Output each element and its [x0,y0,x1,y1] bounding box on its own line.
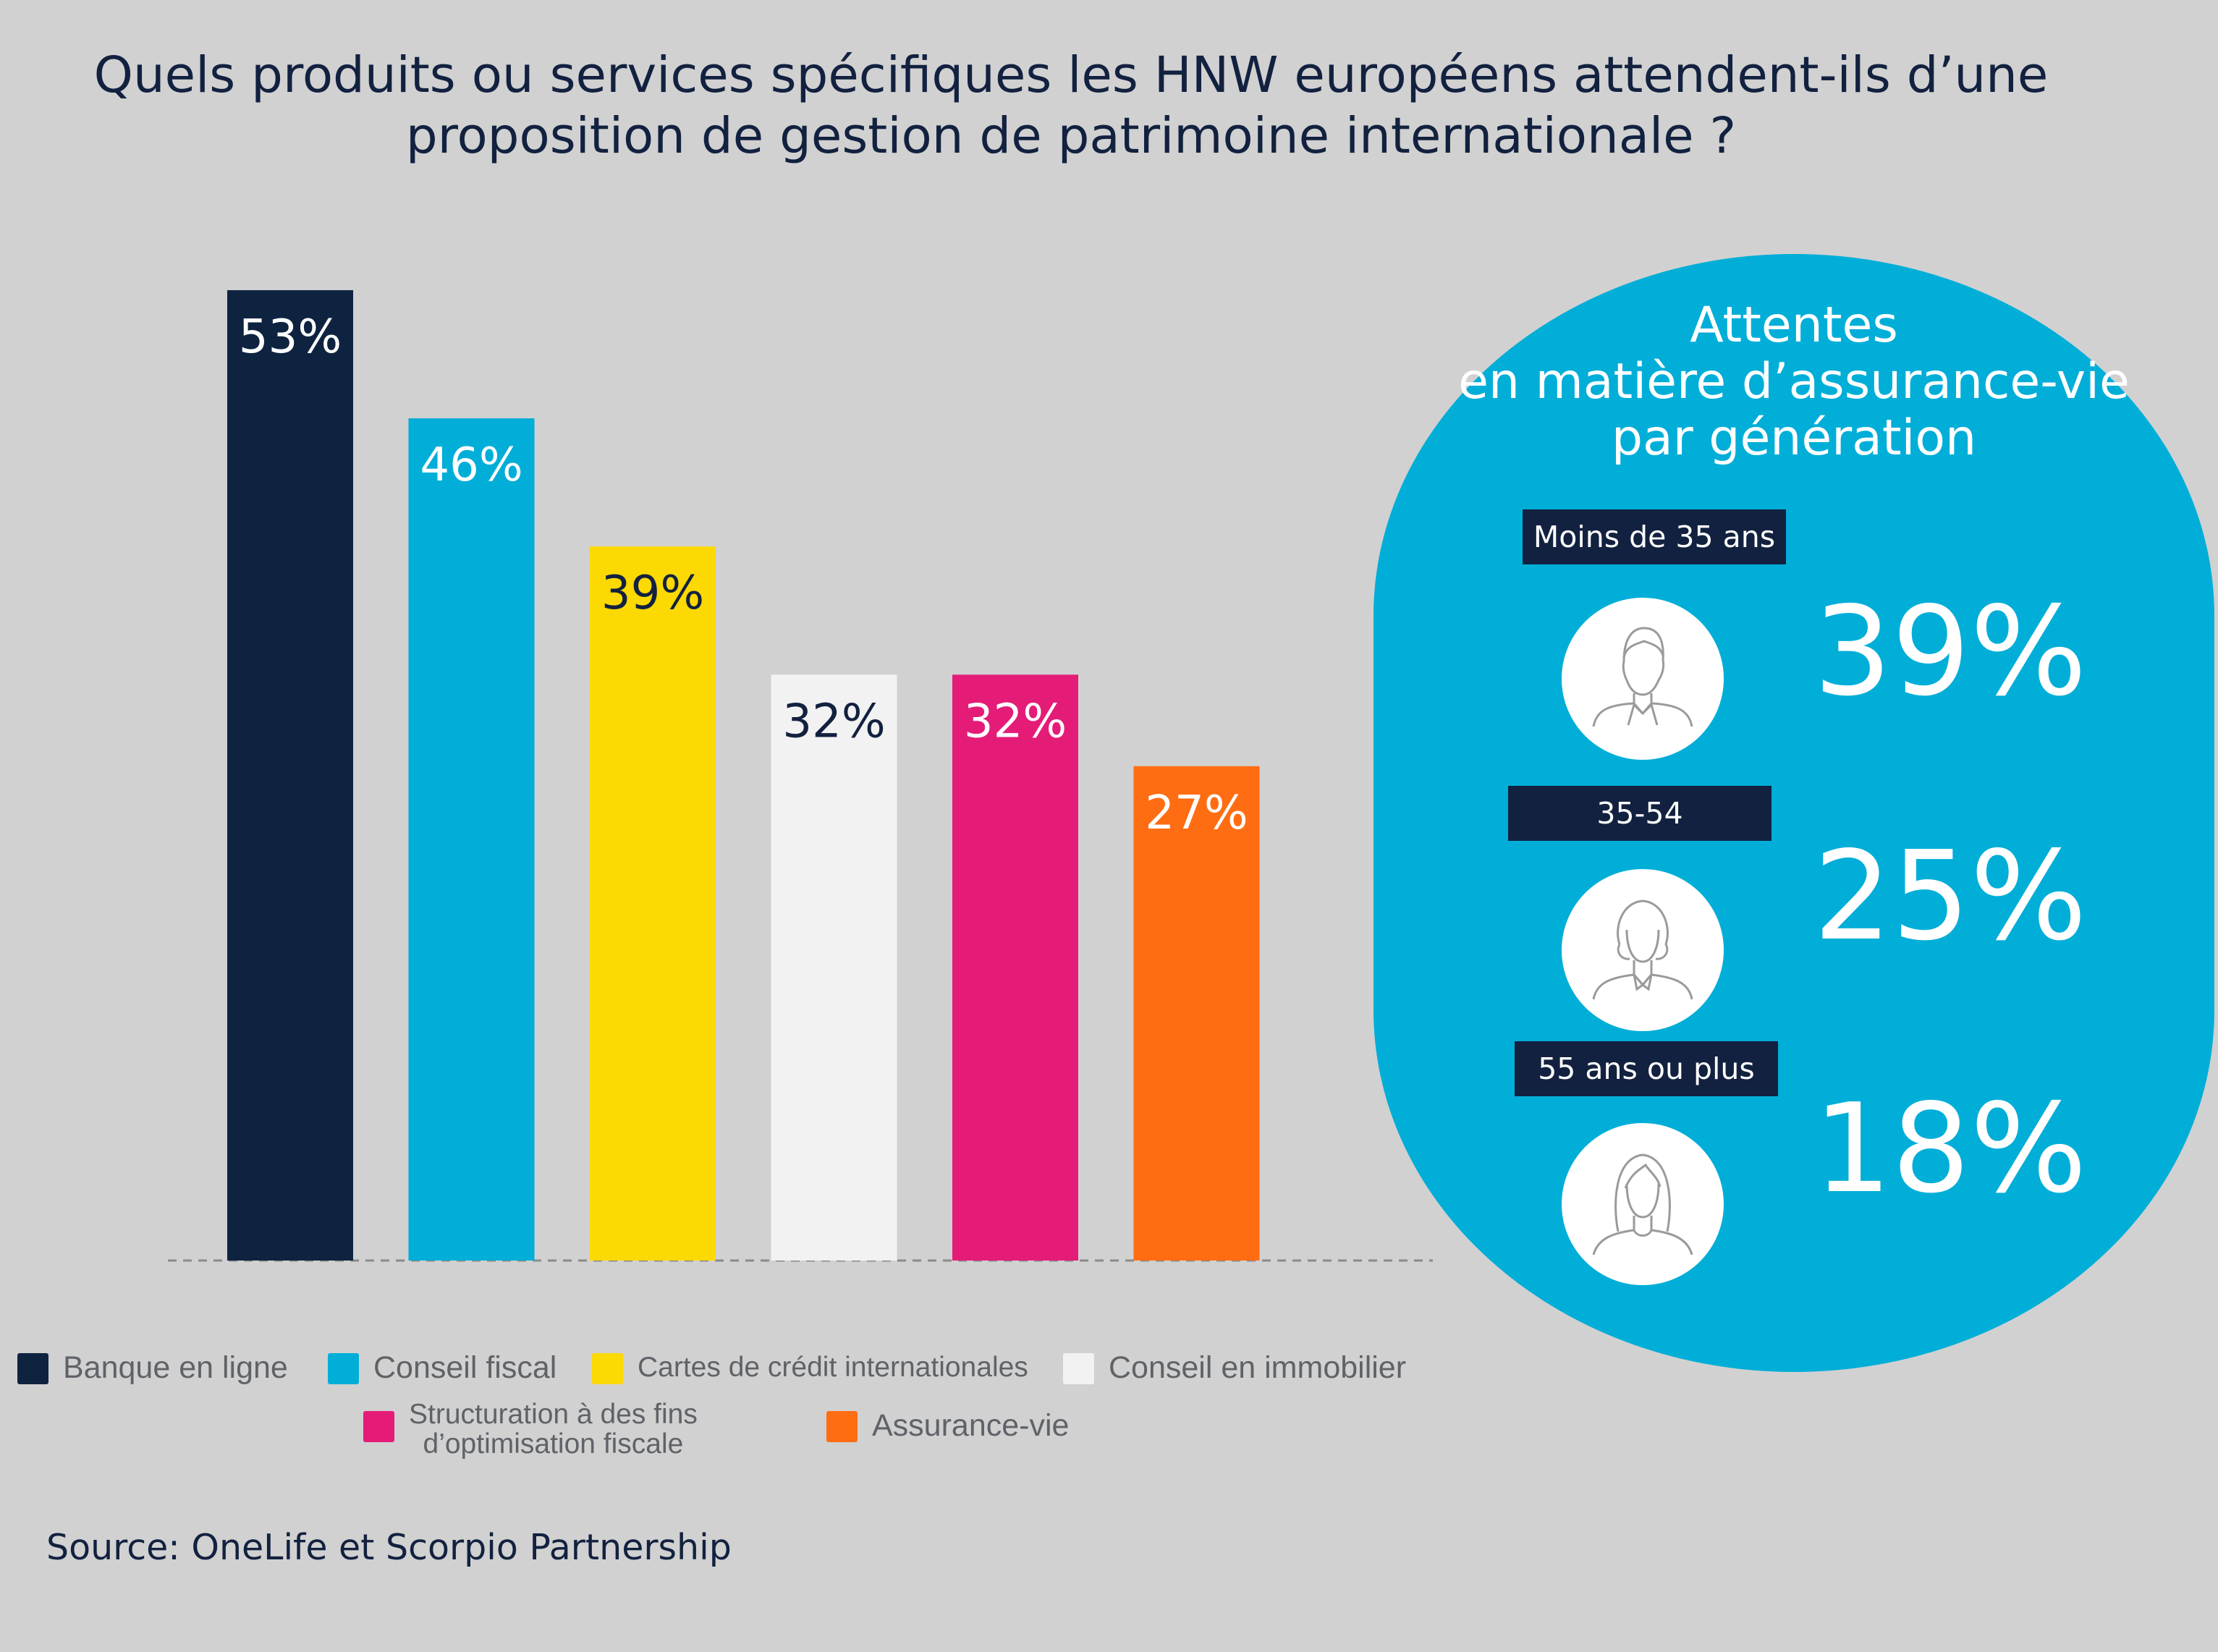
chart-title: Quels produits ou services spécifiques l… [0,45,2142,166]
bar-value-label: 46% [420,439,522,492]
age-tag-55-plus: 55 ans ou plus [1515,1041,1778,1096]
legend-label: Conseil fiscal [373,1350,557,1385]
bar [590,546,716,1261]
legend-label: Assurance-vie [872,1408,1070,1443]
legend-label-line-1: Structuration à des fins [409,1399,698,1430]
percent-55-plus: 18% [1813,1077,2087,1221]
bar [408,418,535,1261]
panel-title: Attentes en matière d’assurance-vie par … [1373,297,2214,467]
legend-item-assurance-vie: Assurance-vie [826,1408,1069,1443]
age-tag-35-54: 35-54 [1508,786,1772,841]
age-tag-under-35: Moins de 35 ans [1523,509,1786,564]
legend-label: Structuration à des fins d’optimisation … [409,1399,698,1459]
legend-item-banque: Banque en ligne [17,1350,288,1385]
percent-under-35: 39% [1813,580,2087,724]
legend-swatch [328,1353,359,1384]
life-insurance-panel: Attentes en matière d’assurance-vie par … [1373,254,2214,1372]
legend-swatch [17,1353,48,1384]
legend-item-structuration: Structuration à des fins d’optimisation … [363,1399,698,1459]
bar [1133,766,1260,1261]
panel-title-line-3: par génération [1611,410,1977,467]
panel-title-line-2: en matière d’assurance-vie [1458,353,2130,410]
senior-woman-icon [1562,1123,1724,1285]
bar-chart: 53% 46% 39% 32% 32% 27% [168,290,1433,1262]
legend-swatch [1063,1353,1094,1384]
bar-value-label: 32% [782,695,885,748]
legend-item-conseil-fiscal: Conseil fiscal [328,1350,556,1385]
bar-value-label: 32% [964,695,1067,748]
bar-value-label: 39% [601,567,704,620]
legend-label: Conseil en immobilier [1109,1350,1407,1385]
legend-label: Cartes de crédit internationales [638,1352,1028,1383]
legend-item-cartes-credit: Cartes de crédit internationales [592,1350,1028,1385]
bar [952,674,1078,1261]
legend-item-immobilier: Conseil en immobilier [1063,1350,1406,1385]
title-line-2: proposition de gestion de patrimoine int… [405,107,1737,165]
bar [227,290,353,1261]
woman-icon [1562,869,1724,1031]
young-man-icon [1562,598,1724,760]
bar-value-label: 27% [1145,787,1248,840]
legend-label-line-2: d’optimisation fiscale [423,1428,684,1460]
bar [771,674,897,1261]
bar-value-label: 53% [239,310,342,364]
legend-label: Banque en ligne [63,1350,288,1385]
legend-swatch [363,1411,394,1442]
legend-swatch [826,1411,858,1442]
panel-title-line-1: Attentes [1690,297,1898,354]
legend-swatch [592,1353,623,1384]
title-line-1: Quels produits ou services spécifiques l… [93,46,2049,104]
source-note: Source: OneLife et Scorpio Partnership [46,1527,732,1568]
percent-35-54: 25% [1813,825,2087,968]
